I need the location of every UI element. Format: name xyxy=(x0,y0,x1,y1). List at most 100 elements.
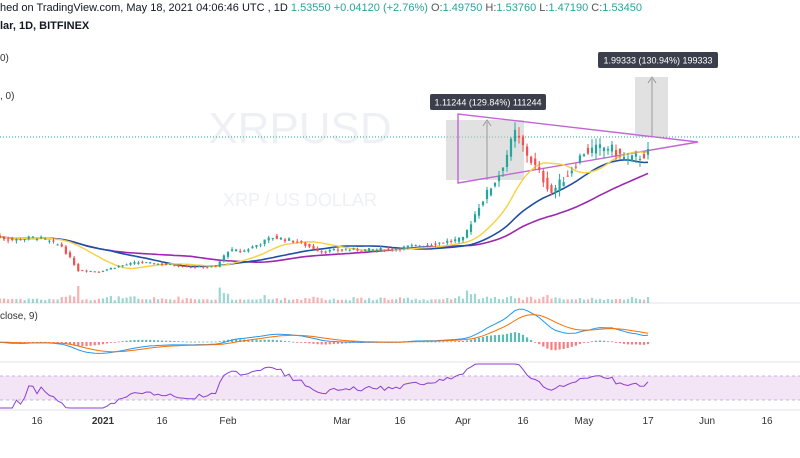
candle-body xyxy=(193,266,197,268)
volume-bar xyxy=(410,299,413,303)
candle-body xyxy=(542,170,545,183)
close-value: 1.53550 xyxy=(290,2,331,14)
macd-histogram-bar xyxy=(450,341,453,343)
triangle-pattern[interactable] xyxy=(457,113,699,184)
macd-histogram-bar xyxy=(267,339,270,342)
macd-histogram-bar xyxy=(598,340,602,342)
candle-body xyxy=(129,262,132,265)
volume-bar xyxy=(27,298,30,303)
x-tick-label: Mar xyxy=(333,416,351,427)
ma-label-1[interactable]: 0) xyxy=(0,53,9,64)
separator: , xyxy=(267,2,274,14)
candle-body xyxy=(469,224,473,233)
volume-bar xyxy=(622,299,626,303)
macd-label[interactable]: close, 9) xyxy=(0,311,38,322)
macd-histogram-bar xyxy=(586,342,590,343)
macd-histogram-bar xyxy=(638,342,642,345)
candle-body xyxy=(530,156,533,163)
candle-body xyxy=(387,248,390,250)
macd-histogram-bar xyxy=(426,341,429,343)
macd-histogram-bar xyxy=(422,341,425,343)
volume-bar xyxy=(367,298,371,303)
volume-bar xyxy=(638,299,642,303)
volume-bar xyxy=(550,298,553,303)
volume-bar xyxy=(461,298,465,303)
candle-body xyxy=(48,240,51,242)
candle-body xyxy=(646,149,650,155)
macd-histogram-bar xyxy=(606,341,610,343)
symbol-line[interactable]: lar, 1D, BITFINEX xyxy=(0,20,90,32)
macd-histogram-bar xyxy=(497,334,501,342)
macd-histogram-bar xyxy=(85,342,88,347)
macd-histogram-bar xyxy=(622,342,626,344)
candle-body xyxy=(235,249,238,252)
candle-body xyxy=(590,147,594,153)
candle-body xyxy=(340,249,344,251)
volume-bar xyxy=(198,299,201,303)
macd-histogram-bar xyxy=(438,341,441,343)
volume-bar xyxy=(263,295,266,303)
macd-histogram-bar xyxy=(538,342,541,345)
volume-bar xyxy=(546,294,549,303)
candle-body xyxy=(35,238,39,240)
volume-bar xyxy=(594,299,598,303)
candle-body xyxy=(40,236,43,238)
volume-bar xyxy=(586,299,590,303)
candle-body xyxy=(398,248,402,250)
macd-histogram-bar xyxy=(153,340,156,342)
candle-body xyxy=(485,189,489,200)
ma-line xyxy=(0,159,649,268)
volume-bar xyxy=(7,299,10,303)
measure-label-bg-2 xyxy=(598,52,718,68)
volume-bar xyxy=(485,296,489,303)
candle-body xyxy=(19,239,22,241)
volume-bar xyxy=(308,298,311,303)
macd-histogram-bar xyxy=(263,339,266,342)
volume-bar xyxy=(73,296,76,303)
volume-bar xyxy=(255,299,258,303)
volume-bar xyxy=(60,296,63,303)
macd-histogram-bar xyxy=(594,340,598,342)
volume-bar xyxy=(160,298,164,303)
candle-body xyxy=(202,266,205,268)
macd-histogram-bar xyxy=(214,341,217,343)
rsi-polyline xyxy=(0,363,649,409)
volume-bar xyxy=(454,298,457,303)
candle-body xyxy=(153,263,156,265)
candle-body xyxy=(109,267,112,270)
volume-bar xyxy=(598,298,602,303)
macd-histogram-bar xyxy=(156,340,160,342)
candle-body xyxy=(230,249,234,251)
candle-body xyxy=(222,255,225,262)
volume-bar xyxy=(525,297,529,303)
volume-bar xyxy=(117,296,120,303)
open-label: O: xyxy=(430,2,443,14)
volume-bar xyxy=(287,299,291,303)
ma-label-2[interactable]: , 0) xyxy=(0,91,15,102)
candle-body xyxy=(336,249,340,251)
volume-bar xyxy=(177,296,180,303)
volume-bar xyxy=(610,299,614,303)
macd-histogram-bar xyxy=(275,340,278,342)
volume-bar xyxy=(481,298,485,303)
candle-body xyxy=(348,250,351,252)
candle-body xyxy=(113,267,116,269)
macd-histogram-bar xyxy=(109,342,112,343)
high-value: 1.53760 xyxy=(496,2,537,14)
candle-body xyxy=(56,244,59,246)
macd-histogram-bar xyxy=(646,342,650,345)
close-ohlc-value: 1.53450 xyxy=(602,2,643,14)
candlestick-series xyxy=(0,122,650,273)
candle-body xyxy=(418,245,421,247)
volume-bar xyxy=(247,299,250,303)
candle-body xyxy=(141,261,144,263)
macd-histogram-bar xyxy=(477,337,481,342)
candle-body xyxy=(602,147,606,152)
candle-body xyxy=(304,242,307,246)
candle-body xyxy=(328,249,331,252)
candle-body xyxy=(149,262,152,264)
macd-line xyxy=(0,308,649,354)
volume-bar xyxy=(68,295,72,303)
moving-average-fast xyxy=(0,150,649,270)
volume-bar xyxy=(218,287,221,303)
